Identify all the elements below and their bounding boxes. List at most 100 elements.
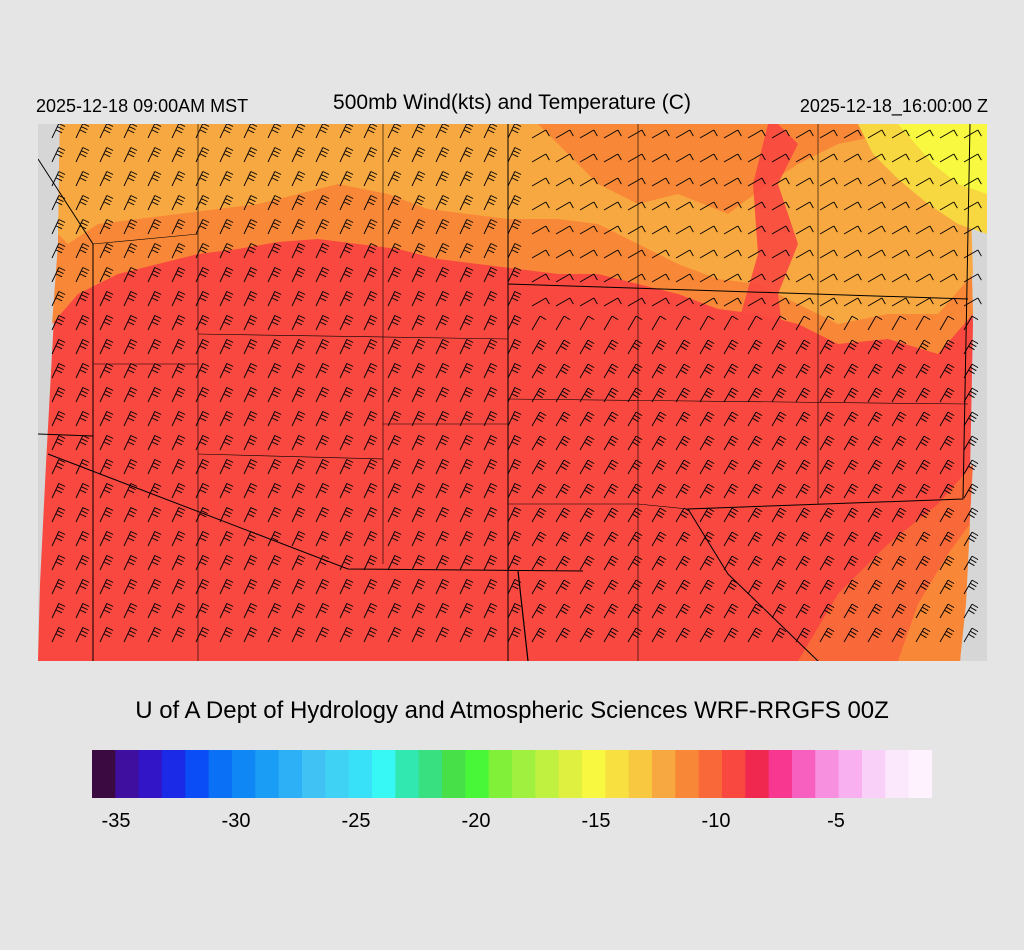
wind-barb xyxy=(147,267,162,283)
colorbar-swatch xyxy=(722,750,746,798)
wind-barb xyxy=(75,267,90,283)
wind-barb xyxy=(891,387,907,403)
wind-barb xyxy=(627,459,643,475)
wind-barb xyxy=(363,579,378,595)
wind-barb xyxy=(339,531,354,547)
wind-barb xyxy=(75,171,90,187)
wind-barb xyxy=(243,579,258,595)
wind-barb xyxy=(843,507,859,523)
wind-barb xyxy=(435,435,450,451)
wind-barb xyxy=(723,603,739,619)
wind-barb xyxy=(75,531,90,547)
wind-barb xyxy=(315,339,330,355)
wind-barb xyxy=(363,315,378,331)
wind-barb xyxy=(123,435,138,451)
wind-barb xyxy=(483,147,498,163)
wind-barb xyxy=(339,219,354,235)
wind-barb xyxy=(771,483,787,499)
wind-barb xyxy=(387,195,402,211)
wind-barb xyxy=(243,459,258,475)
wind-barb xyxy=(939,435,955,451)
wind-barb xyxy=(387,411,402,427)
wind-barb xyxy=(867,297,886,307)
wind-barb xyxy=(75,124,90,139)
wind-barb xyxy=(123,603,138,619)
wind-barb xyxy=(603,459,619,475)
wind-barb xyxy=(843,315,859,331)
wind-barb xyxy=(699,435,715,451)
wind-barb xyxy=(363,171,378,187)
wind-barb xyxy=(531,315,547,331)
wind-barb xyxy=(291,507,306,523)
wind-barb xyxy=(867,411,883,427)
wind-barb xyxy=(171,459,186,475)
wind-barb xyxy=(915,201,934,211)
wind-barb xyxy=(915,555,931,571)
wind-barb xyxy=(147,243,162,259)
wind-barb xyxy=(891,555,907,571)
wind-barb xyxy=(723,507,739,523)
wind-barb xyxy=(651,459,667,475)
wind-barb xyxy=(555,459,571,475)
wind-barb xyxy=(747,387,763,403)
wind-barb xyxy=(459,291,474,307)
wind-barb xyxy=(243,555,258,571)
wind-barb xyxy=(867,273,886,283)
wind-barb xyxy=(435,243,450,259)
wind-barb xyxy=(699,627,715,643)
wind-barb xyxy=(291,315,306,331)
wind-barb xyxy=(411,387,426,403)
wind-barb xyxy=(795,225,814,235)
wind-barb xyxy=(51,555,66,571)
wind-barb xyxy=(123,579,138,595)
wind-barb xyxy=(147,363,162,379)
wind-barb xyxy=(771,297,790,307)
wind-barb xyxy=(363,339,378,355)
wind-barb xyxy=(675,129,694,139)
wind-barb xyxy=(147,483,162,499)
wind-barb xyxy=(867,459,883,475)
wind-barb xyxy=(315,459,330,475)
wind-barb xyxy=(195,219,210,235)
wind-barb xyxy=(891,201,910,211)
colorbar-swatch xyxy=(792,750,816,798)
wind-barb xyxy=(51,579,66,595)
wind-barb xyxy=(747,531,763,547)
wind-barb xyxy=(75,483,90,499)
political-boundaries xyxy=(38,124,971,661)
wind-barb xyxy=(843,129,862,139)
wind-barb xyxy=(435,627,450,643)
wind-barb xyxy=(315,219,330,235)
wind-barb xyxy=(939,555,955,571)
wind-barb xyxy=(387,435,402,451)
colorbar-tick-label: -20 xyxy=(461,810,491,832)
wind-barb xyxy=(195,411,210,427)
wind-barb xyxy=(915,435,931,451)
wind-barb xyxy=(219,435,234,451)
wind-barb xyxy=(675,387,691,403)
wind-barb xyxy=(51,387,66,403)
wind-barb xyxy=(51,291,66,307)
wind-barb xyxy=(267,267,282,283)
wind-barb xyxy=(771,129,790,139)
wind-barb xyxy=(603,627,619,643)
wind-barb xyxy=(867,225,886,235)
wind-barb xyxy=(939,363,955,379)
wind-barb xyxy=(675,273,694,283)
wind-barb xyxy=(819,483,835,499)
wind-barb xyxy=(963,459,979,475)
wind-barb xyxy=(171,387,186,403)
wind-barb xyxy=(651,225,670,235)
wind-barb xyxy=(387,339,402,355)
wind-barb xyxy=(531,507,547,523)
wind-barb xyxy=(219,267,234,283)
wind-barb xyxy=(387,459,402,475)
wind-barb xyxy=(195,315,210,331)
wind-barb xyxy=(507,171,522,187)
wind-barb xyxy=(579,627,595,643)
wind-barb xyxy=(795,435,811,451)
wind-barb xyxy=(171,579,186,595)
colorbar-swatch xyxy=(325,750,350,798)
wind-barb xyxy=(867,315,883,331)
wind-barb xyxy=(867,579,883,595)
